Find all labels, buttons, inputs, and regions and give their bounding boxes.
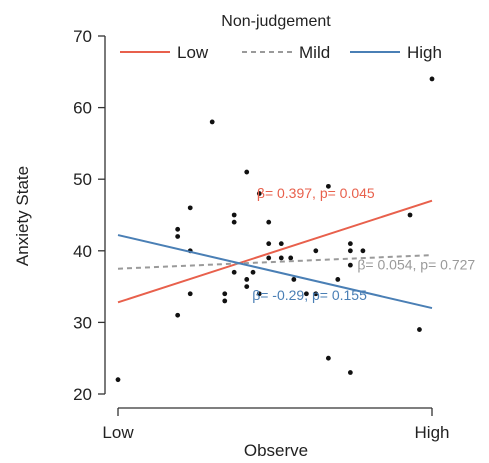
data-point — [407, 212, 413, 218]
data-point — [347, 241, 353, 247]
y-tick-label: 40 — [73, 242, 92, 261]
y-tick-label: 30 — [73, 313, 92, 332]
data-point — [278, 255, 284, 261]
data-point — [187, 291, 193, 297]
data-point — [304, 291, 309, 297]
data-point — [347, 370, 353, 375]
data-point — [244, 284, 250, 289]
y-axis-title: Anxiety State — [13, 166, 32, 266]
data-point — [231, 269, 237, 275]
y-tick-label: 50 — [73, 170, 92, 189]
x-tick-label: Low — [102, 423, 134, 442]
data-point — [325, 183, 331, 189]
x-axis-title: Observe — [244, 441, 308, 460]
data-point — [209, 119, 215, 125]
data-point — [417, 327, 422, 332]
data-point — [244, 277, 250, 282]
data-points — [115, 76, 435, 383]
data-point — [266, 255, 272, 261]
data-point — [313, 248, 319, 254]
data-point — [291, 277, 297, 282]
data-point — [187, 205, 193, 211]
data-point — [256, 191, 262, 196]
data-point — [313, 291, 319, 297]
data-point — [288, 255, 294, 261]
data-point — [429, 76, 435, 82]
regression-lines — [117, 199, 433, 310]
data-point — [347, 262, 353, 268]
y-ticks: 20 30 40 50 60 70 — [73, 27, 105, 404]
series-line-high — [117, 234, 433, 310]
data-point — [250, 269, 256, 275]
data-point — [222, 291, 228, 297]
y-tick-label: 20 — [73, 385, 92, 404]
data-point — [335, 277, 341, 282]
legend-label-low: Low — [177, 43, 209, 62]
annotations: β= 0.397, p= 0.045 β= 0.054, p= 0.727 β= -… — [252, 185, 475, 303]
annotation-mild: β= 0.054, p= 0.727 — [357, 256, 475, 272]
data-point — [222, 298, 228, 304]
data-point — [115, 377, 121, 383]
x-tick-label: High — [415, 423, 450, 442]
data-point — [244, 169, 250, 175]
data-point — [278, 241, 284, 247]
data-point — [256, 291, 262, 297]
data-point — [231, 212, 237, 218]
annotation-low: β= 0.397, p= 0.045 — [257, 185, 375, 201]
data-point — [325, 355, 331, 361]
legend: Low Mild High — [120, 43, 442, 62]
data-point — [266, 219, 272, 225]
y-tick-label: 60 — [73, 99, 92, 118]
legend-label-high: High — [407, 43, 442, 62]
data-point — [360, 248, 366, 254]
data-point — [175, 312, 181, 318]
x-ticks: Low High — [102, 408, 449, 442]
legend-title: Non-judgement — [221, 13, 331, 30]
data-point — [347, 248, 353, 254]
data-point — [266, 241, 272, 247]
data-point — [231, 219, 237, 225]
series-line-low — [117, 199, 433, 304]
y-tick-label: 70 — [73, 27, 92, 46]
series-line-mild — [117, 254, 433, 270]
annotation-high: β= -0.29, p= 0.155 — [252, 287, 367, 303]
data-point — [175, 234, 181, 239]
legend-label-mild: Mild — [299, 43, 330, 62]
data-point — [175, 226, 181, 232]
